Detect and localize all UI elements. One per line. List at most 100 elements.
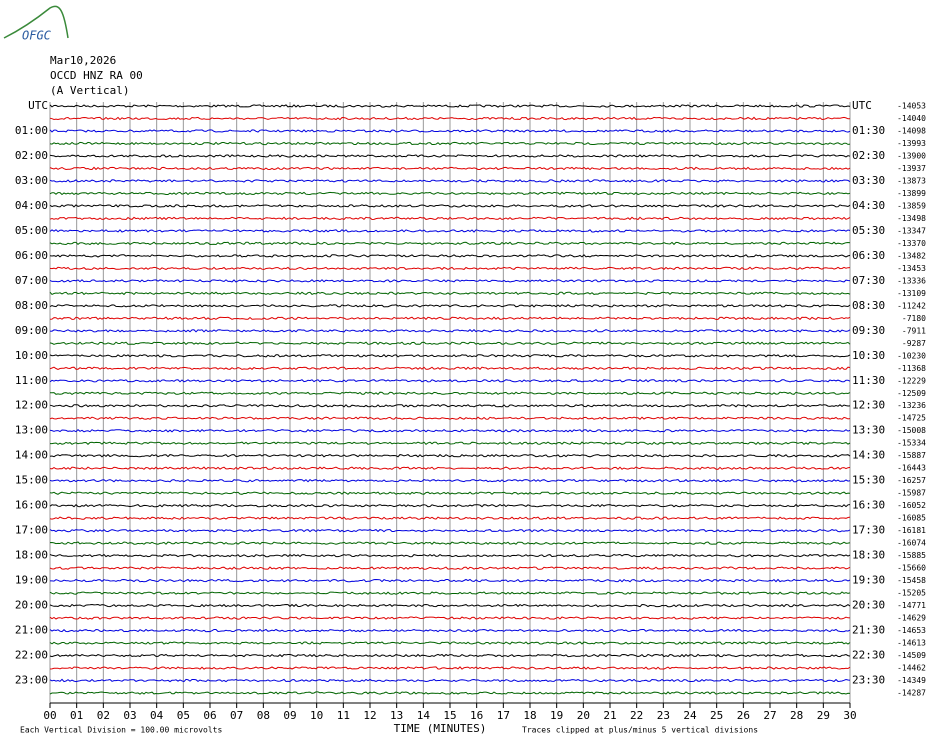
left-time-label: 10:00 — [15, 349, 48, 362]
left-time-label: 15:00 — [15, 474, 48, 487]
right-time-label: 07:30 — [852, 274, 885, 287]
left-time-label: UTC — [28, 99, 48, 112]
x-tick-label: 23 — [657, 709, 670, 722]
right-time-label: 10:30 — [852, 349, 885, 362]
trace-offset: -9287 — [902, 339, 926, 348]
trace-offset: -7911 — [902, 326, 926, 335]
trace — [49, 666, 851, 670]
left-time-label: 05:00 — [15, 224, 48, 237]
footer-right: Traces clipped at plus/minus 5 vertical … — [522, 726, 758, 735]
x-tick-label: 11 — [337, 709, 350, 722]
trace-offset: -13899 — [897, 189, 926, 198]
left-time-label: 14:00 — [15, 449, 48, 462]
trace-offset: -13347 — [897, 226, 926, 235]
trace-offset: -13859 — [897, 201, 926, 210]
right-time-label: 08:30 — [852, 299, 885, 312]
trace-offset: -15458 — [897, 576, 926, 585]
trace-offset: -15660 — [897, 564, 926, 573]
trace — [49, 316, 851, 321]
x-tick-label: 05 — [177, 709, 190, 722]
trace-offset: -11368 — [897, 364, 926, 373]
trace-offset: -14629 — [897, 614, 926, 623]
x-tick-label: 00 — [43, 709, 56, 722]
right-time-label: 12:30 — [852, 399, 885, 412]
right-time-label: 02:30 — [852, 149, 885, 162]
trace-offset: -13937 — [897, 164, 926, 173]
trace — [49, 141, 851, 146]
right-time-label: 15:30 — [852, 474, 885, 487]
x-tick-label: 01 — [70, 709, 83, 722]
trace-offset: -14349 — [897, 676, 926, 685]
trace — [49, 466, 851, 470]
trace — [49, 616, 851, 620]
trace-offset: -15205 — [897, 589, 926, 598]
trace-offset: -14053 — [897, 102, 926, 111]
logo: OFGC — [22, 29, 52, 43]
x-tick-label: 20 — [577, 709, 590, 722]
trace — [49, 329, 851, 333]
trace — [49, 628, 851, 633]
trace-offset: -16052 — [897, 501, 926, 510]
left-time-label: 13:00 — [15, 424, 48, 437]
trace — [49, 603, 851, 608]
trace — [49, 478, 851, 483]
trace — [49, 528, 851, 533]
trace — [49, 428, 851, 433]
trace — [49, 491, 851, 495]
trace-offset: -15987 — [897, 489, 926, 498]
left-time-label: 01:00 — [15, 124, 48, 137]
trace-offset: -16257 — [897, 476, 926, 485]
right-time-label: 19:30 — [852, 574, 885, 587]
header-line: OCCD HNZ RA 00 — [50, 69, 143, 82]
left-time-label: 19:00 — [15, 574, 48, 587]
trace — [49, 404, 851, 408]
left-time-label: 09:00 — [15, 324, 48, 337]
left-time-label: 06:00 — [15, 249, 48, 262]
x-tick-label: 08 — [257, 709, 270, 722]
trace — [49, 516, 851, 520]
trace-offset: -13109 — [897, 289, 926, 298]
right-time-label: 01:30 — [852, 124, 885, 137]
x-tick-label: 16 — [470, 709, 483, 722]
right-time-label: 06:30 — [852, 249, 885, 262]
trace-offset: -13498 — [897, 214, 926, 223]
left-time-label: 17:00 — [15, 524, 48, 537]
trace — [49, 241, 851, 246]
trace — [49, 104, 851, 108]
left-time-label: 07:00 — [15, 274, 48, 287]
trace-offset: -15008 — [897, 426, 926, 435]
x-tick-label: 03 — [123, 709, 136, 722]
trace-offset: -13336 — [897, 276, 926, 285]
right-time-label: 05:30 — [852, 224, 885, 237]
header-line: Mar10,2026 — [50, 54, 116, 67]
left-time-label: 20:00 — [15, 599, 48, 612]
trace-offset: -16085 — [897, 514, 926, 523]
trace-offset: -13236 — [897, 401, 926, 410]
x-tick-label: 13 — [390, 709, 403, 722]
trace — [50, 578, 851, 583]
trace — [50, 441, 851, 445]
trace-offset: -13873 — [897, 176, 926, 185]
trace — [49, 154, 851, 158]
left-time-label: 04:00 — [15, 199, 48, 212]
trace-offset: -14653 — [897, 626, 926, 635]
x-tick-label: 29 — [817, 709, 830, 722]
trace-offset: -14509 — [897, 651, 926, 660]
x-tick-label: 14 — [417, 709, 431, 722]
trace-offset: -7180 — [902, 314, 926, 323]
trace — [49, 166, 851, 171]
left-time-label: 23:00 — [15, 674, 48, 687]
left-time-label: 16:00 — [15, 499, 48, 512]
trace — [49, 266, 851, 271]
header-line: (A Vertical) — [50, 84, 129, 97]
trace-offset: -15887 — [897, 451, 926, 460]
right-time-label: 17:30 — [852, 524, 885, 537]
trace-offset: -11242 — [897, 301, 926, 310]
trace — [49, 366, 851, 371]
left-time-label: 22:00 — [15, 649, 48, 662]
left-time-label: 08:00 — [15, 299, 48, 312]
right-time-label: UTC — [852, 99, 872, 112]
right-time-label: 09:30 — [852, 324, 885, 337]
trace — [49, 254, 851, 258]
